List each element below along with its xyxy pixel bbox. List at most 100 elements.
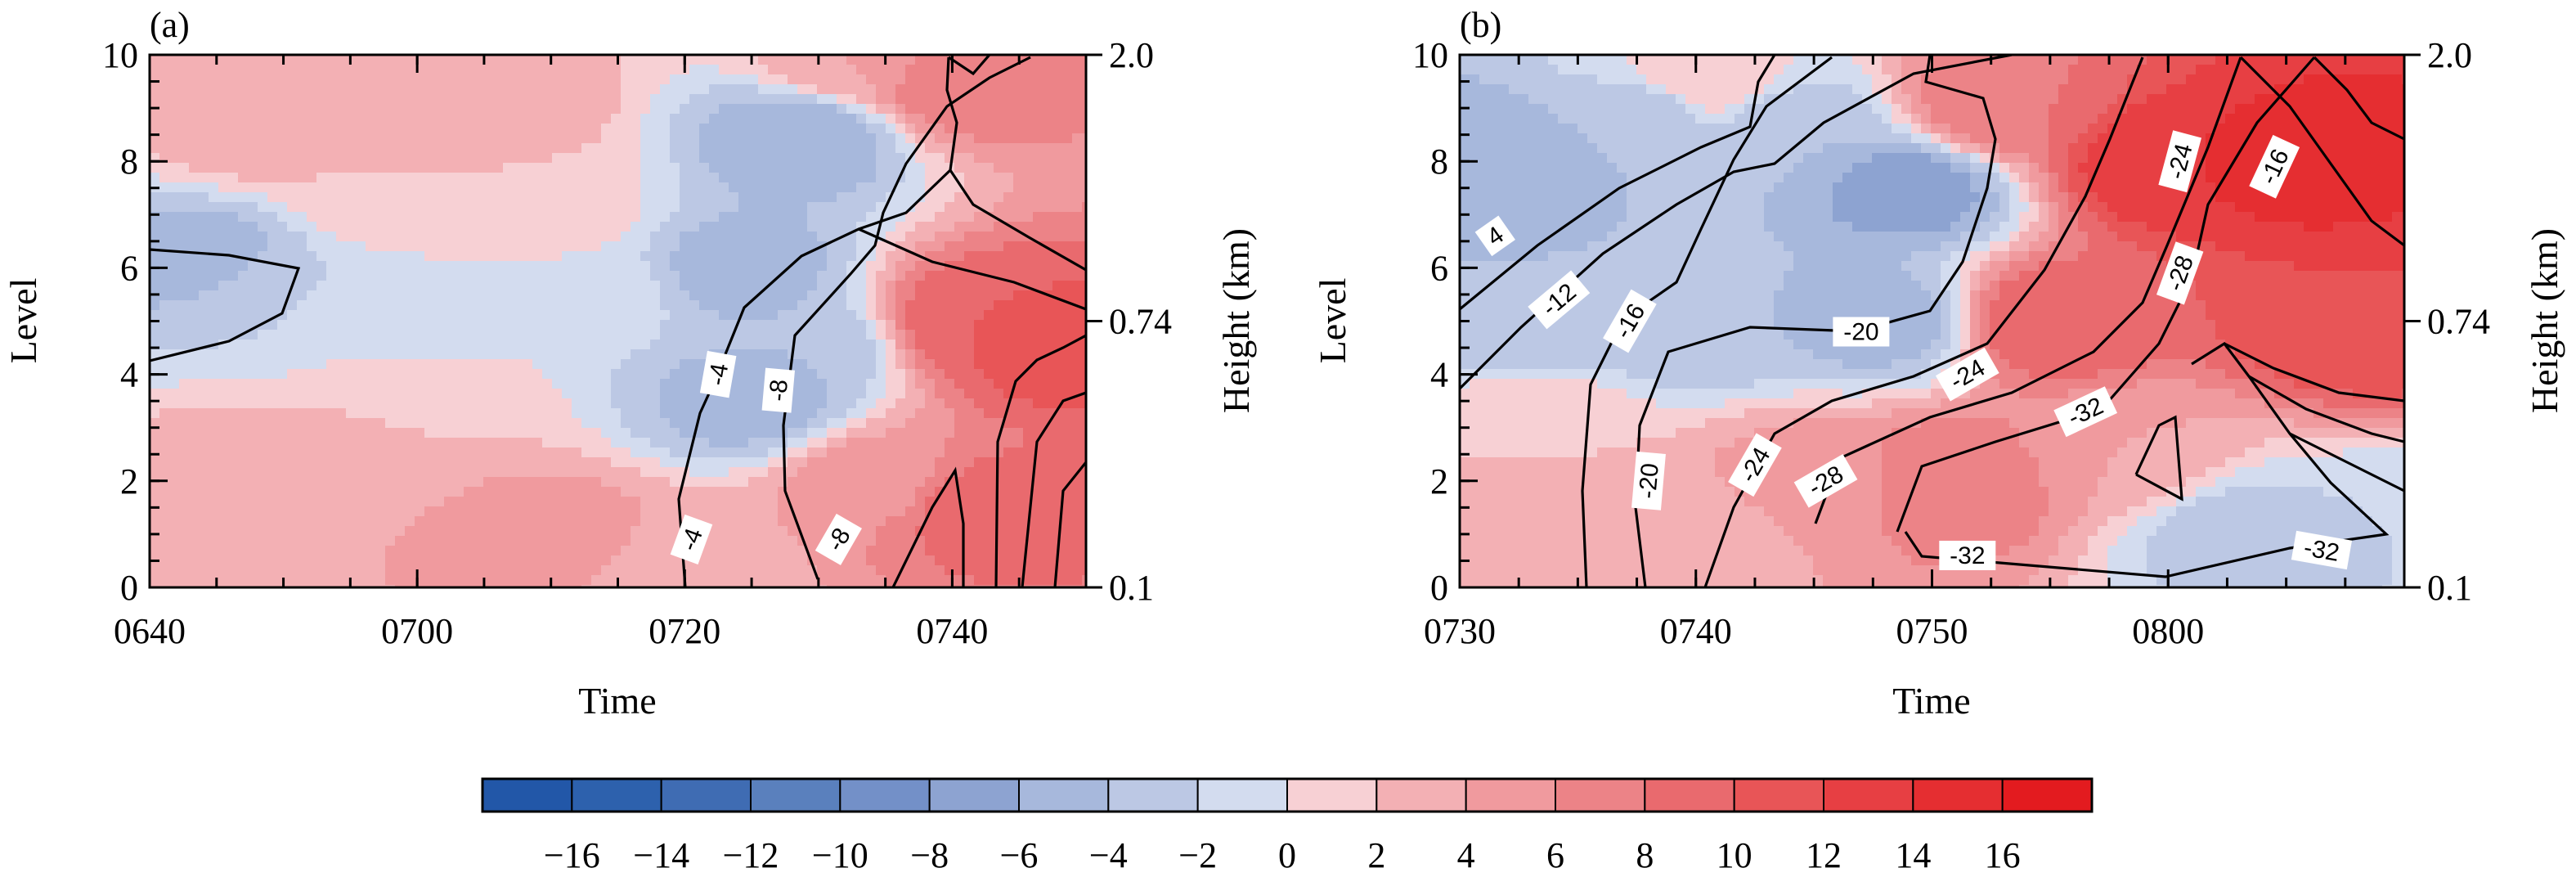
panel-a-heat-cell [316,467,327,478]
panel-a-heat-cell [817,408,828,419]
panel-a-heat-cell [228,408,239,419]
panel-a-heat-cell [375,330,386,340]
panel-a-heat-cell [277,330,288,340]
panel-a-heat-cell [945,202,955,213]
panel-a-heat-cell [621,153,631,164]
panel-a-heat-cell [837,447,847,458]
panel-a-heat-cell [326,467,337,478]
panel-a-heat-cell [503,114,514,124]
panel-a-heat-cell [611,487,622,497]
panel-a-heat-cell [719,94,729,105]
panel-a-heat-cell [935,369,945,380]
panel-a-heat-cell [748,310,759,321]
panel-a-heat-cell [856,536,867,546]
panel-a-heat-cell [326,94,337,105]
panel-a-heat-cell [405,487,415,497]
panel-a-heat-cell [454,555,464,566]
panel-a-heat-cell [738,251,749,262]
panel-a-heat-cell [464,74,474,85]
panel-a-heat-cell [434,153,445,164]
panel-a-heat-cell [503,565,514,576]
panel-a-heat-cell [267,457,278,468]
panel-a-heat-cell [768,340,779,350]
panel-a-heat-cell [434,241,445,252]
panel-a-heat-cell [1013,271,1024,281]
panel-a-heat-cell [199,74,209,85]
panel-a-heat-cell [915,320,926,331]
panel-a-heat-cell [424,408,435,419]
panel-a-heat-cell [650,546,661,556]
panel-a-heat-cell [895,251,906,262]
panel-a-heat-cell [346,143,357,154]
panel-a-heat-cell [670,104,680,115]
panel-a-heat-cell [1023,457,1034,468]
panel-a-heat-cell [807,290,818,301]
panel-a-heat-cell [876,447,886,458]
panel-a-heat-cell [925,526,936,537]
panel-a-heat-cell [974,192,985,203]
panel-a-heat-cell [650,153,661,164]
panel-a-heat-cell [316,330,327,340]
panel-a-heat-cell [189,300,200,311]
panel-a-heat-cell [935,212,945,223]
panel-a-heat-cell [258,94,268,105]
panel-a-heat-cell [238,300,249,311]
panel-a-heat-cell [650,232,661,242]
panel-a-heat-cell [581,398,592,409]
panel-a-heat-cell [473,104,484,115]
panel-a-heat-cell [552,447,563,458]
panel-a-heat-cell [483,516,494,527]
panel-a-heat-cell [699,114,710,124]
panel-a-heat-cell [974,340,985,350]
panel-a-heat-cell [405,114,415,124]
panel-a-heat-cell [513,487,523,497]
panel-a-heat-cell [346,516,357,527]
panel-a-heat-cell [670,467,680,478]
panel-a-heat-cell [729,271,739,281]
panel-a-heat-cell [650,497,661,507]
panel-a-heat-cell [807,153,818,164]
panel-a-heat-cell [258,438,268,448]
panel-a-heat-cell [209,447,219,458]
panel-a-heat-cell [994,369,1004,380]
panel-a-heat-cell [994,182,1004,193]
panel-a-heat-cell [778,104,788,115]
panel-a-heat-cell [945,389,955,399]
panel-a-heat-cell [238,497,249,507]
panel-a-heat-cell [748,359,759,370]
panel-a-heat-cell [994,192,1004,203]
panel-a-heat-cell [307,222,317,232]
panel-a-heat-cell [945,222,955,232]
panel-a-heat-cell [631,94,641,105]
panel-a-heat-cell [670,222,680,232]
panel-a-heat-cell [316,340,327,350]
panel-a-heat-cell [856,418,867,429]
panel-a-heat-cell [660,114,671,124]
panel-a-heat-cell [1003,310,1014,321]
panel-a-heat-cell [424,182,435,193]
panel-a-heat-cell [179,153,190,164]
panel-a-heat-cell [699,74,710,85]
panel-a-heat-cell [650,222,661,232]
panel-a-heat-cell [650,349,661,360]
panel-a-heat-cell [159,290,170,301]
panel-a-heat-cell [454,340,464,350]
panel-a-heat-cell [424,487,435,497]
panel-a-heat-cell [984,359,994,370]
panel-a-heat-cell [464,163,474,173]
panel-a-heat-cell [395,340,406,350]
panel-a-heat-cell [660,182,671,193]
panel-a-heat-cell [346,349,357,360]
panel-a-heat-cell [719,526,729,537]
panel-a-heat-cell [699,104,710,115]
panel-a-heat-cell [434,104,445,115]
panel-a-heat-cell [464,389,474,399]
panel-a-heat-cell [719,487,729,497]
panel-a-heat-cell [905,320,916,331]
panel-a-heat-cell [307,232,317,242]
panel-a-heat-cell [994,340,1004,350]
panel-a-heat-cell [366,536,376,546]
panel-a-heat-cell [631,232,641,242]
panel-a-heat-cell [640,389,651,399]
panel-a-heat-cell [473,281,484,291]
